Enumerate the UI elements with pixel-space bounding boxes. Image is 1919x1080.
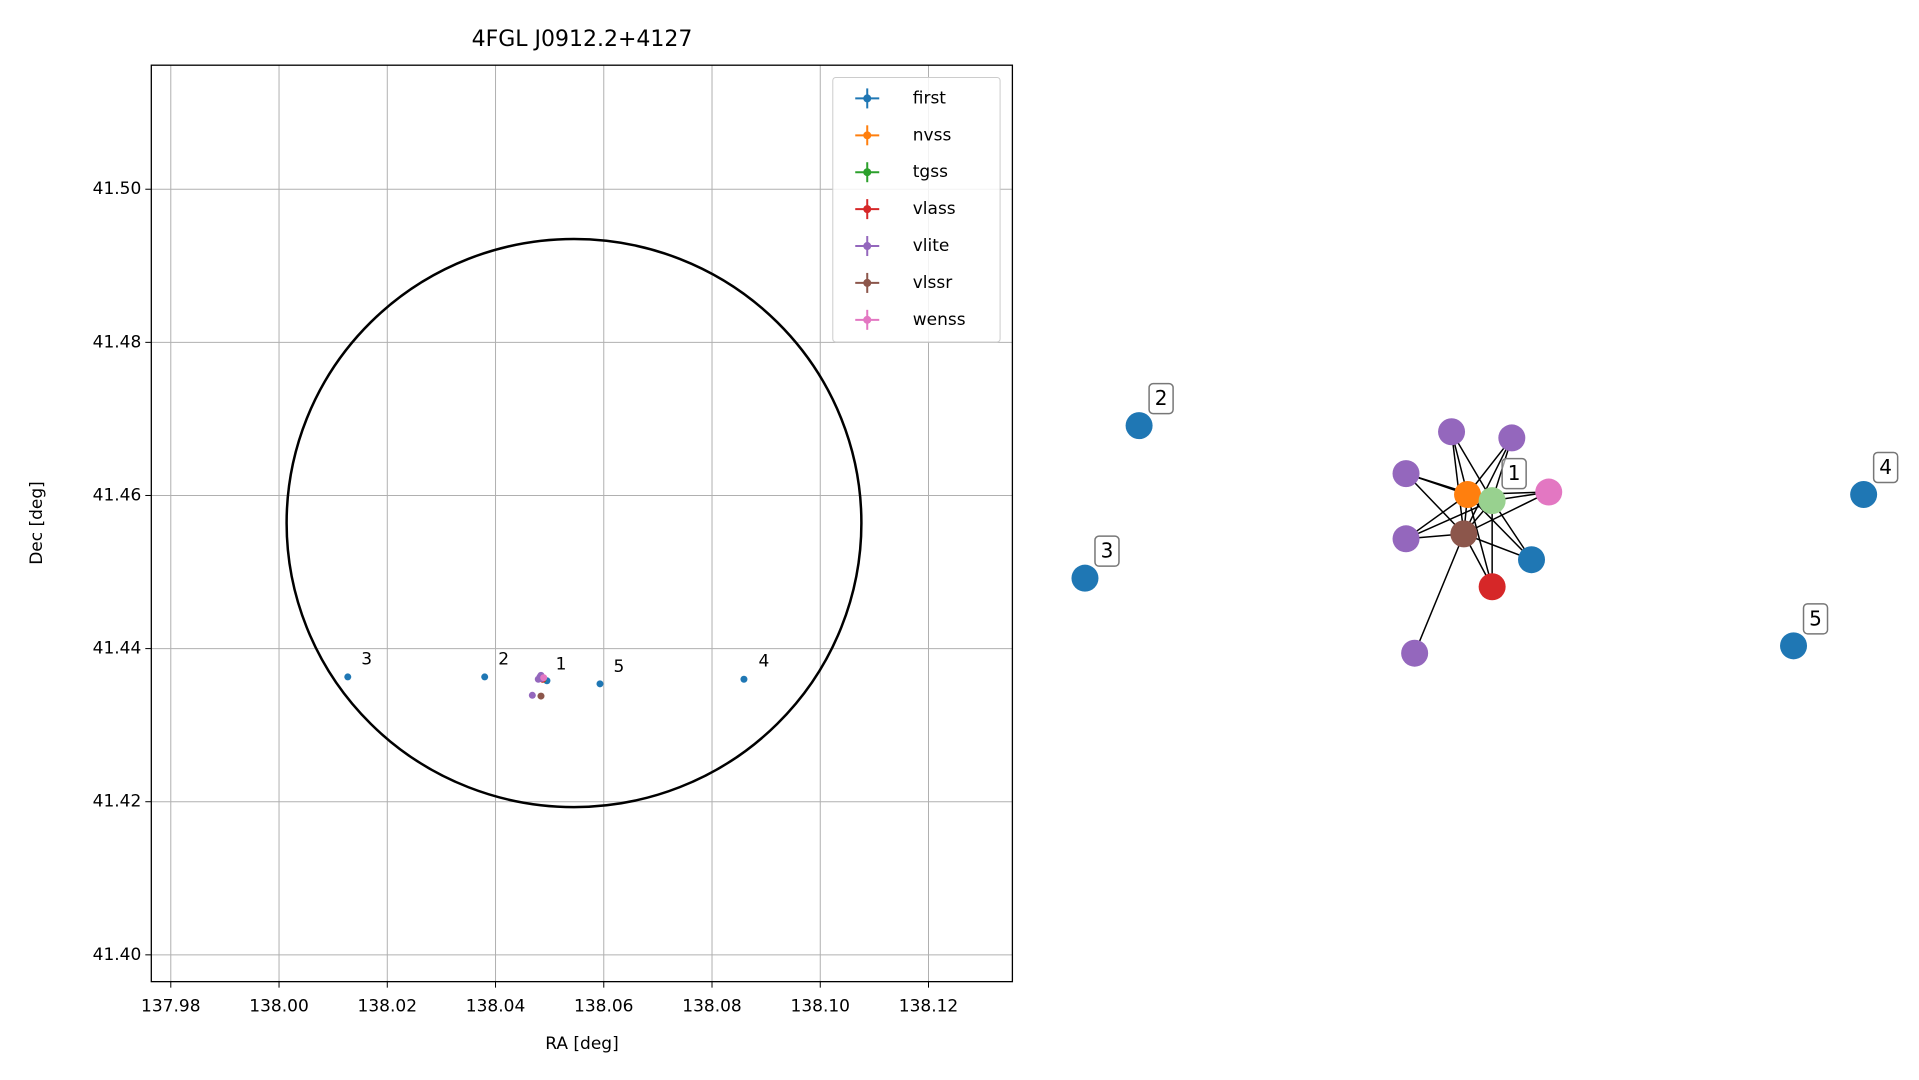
node: [1071, 564, 1099, 592]
point: [596, 680, 604, 688]
edge: [1405, 499, 1493, 540]
node: [1535, 478, 1563, 506]
legend-marker: [863, 205, 872, 214]
annotation: 4: [759, 652, 770, 672]
point: [344, 673, 352, 681]
y-tick-label: 41.44: [93, 639, 142, 659]
y-tick-label: 41.42: [93, 792, 142, 812]
chart-title: 4FGL J0912.2+4127: [472, 27, 693, 52]
x-tick-label: 138.00: [249, 997, 308, 1017]
node: [1518, 546, 1546, 574]
x-tick-label: 137.98: [141, 997, 200, 1017]
point: [481, 673, 489, 681]
legend-marker: [863, 242, 872, 251]
legend-label: vlssr: [913, 273, 953, 293]
legend-label: vlass: [913, 199, 956, 219]
point: [534, 675, 542, 683]
x-tick-label: 138.10: [791, 997, 850, 1017]
node: [1850, 481, 1878, 509]
edge: [1463, 491, 1550, 535]
node-label-box: [1872, 451, 1899, 484]
node: [1498, 424, 1526, 452]
point: [740, 675, 748, 683]
edge: [1413, 533, 1465, 654]
node: [1478, 487, 1506, 515]
point: [540, 674, 548, 682]
node-label-box: [1501, 457, 1527, 490]
node-label: 2: [1155, 386, 1168, 410]
edge: [1463, 437, 1513, 535]
node: [1478, 573, 1506, 601]
legend-label: wenss: [913, 310, 966, 330]
legend-marker: [863, 315, 872, 324]
node-label: 1: [1508, 461, 1521, 485]
node: [1125, 412, 1153, 440]
edge: [1405, 473, 1465, 535]
annotation: 5: [614, 657, 625, 677]
legend-marker: [863, 94, 872, 103]
legend-marker: [863, 131, 872, 140]
edge: [1450, 431, 1465, 534]
node: [1780, 632, 1808, 660]
node-label-box: [1094, 535, 1120, 567]
edge: [1467, 493, 1533, 561]
annotation: 1: [556, 655, 567, 675]
legend-label: first: [913, 88, 947, 108]
legend-marker: [863, 278, 872, 287]
node: [1392, 525, 1420, 553]
node-label: 3: [1101, 539, 1114, 563]
legend-box: [832, 76, 1001, 343]
legend-marker: [863, 168, 872, 177]
y-tick-label: 41.50: [93, 179, 142, 199]
y-axis-label: Dec [deg]: [27, 481, 47, 565]
x-tick-label: 138.08: [682, 997, 741, 1017]
x-tick-label: 138.06: [574, 997, 633, 1017]
point: [537, 692, 545, 700]
legend-label: nvss: [913, 125, 952, 145]
node-label: 5: [1809, 606, 1822, 630]
localization-circle: [285, 237, 863, 809]
node: [1454, 481, 1482, 509]
y-tick-label: 41.48: [93, 332, 142, 352]
plot-frame: [150, 64, 1014, 983]
point: [528, 691, 536, 699]
node: [1438, 418, 1466, 446]
x-axis-label: RA [deg]: [545, 1034, 618, 1054]
x-tick-label: 138.04: [466, 997, 525, 1017]
node: [1450, 520, 1478, 548]
x-tick-label: 138.02: [358, 997, 417, 1017]
legend-label: tgss: [913, 162, 948, 182]
annotation: 3: [361, 649, 372, 669]
y-tick-label: 41.40: [93, 945, 142, 965]
x-tick-label: 138.12: [899, 997, 958, 1017]
node: [1401, 639, 1429, 667]
annotation: 2: [498, 649, 509, 669]
y-tick-label: 41.46: [93, 485, 142, 505]
node-label: 4: [1879, 455, 1892, 479]
node-label-box: [1148, 382, 1174, 415]
node: [1392, 460, 1420, 488]
legend-label: vlite: [913, 236, 950, 256]
node-label-box: [1802, 603, 1829, 635]
